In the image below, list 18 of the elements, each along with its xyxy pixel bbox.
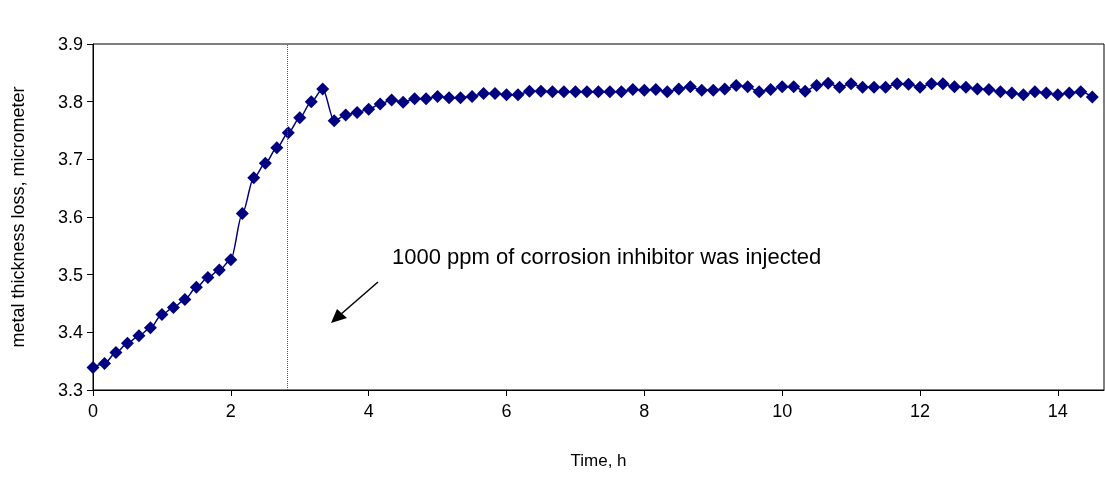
y-tick-label: 3.8 (57, 91, 83, 112)
annotation: 1000 ppm of corrosion inhibitor was injected (392, 244, 822, 270)
y-tick-label: 3.4 (57, 322, 83, 343)
x-tick-label: 14 (1047, 401, 1068, 421)
y-tick-label: 3.6 (57, 207, 83, 227)
y-tick-label: 3.5 (57, 264, 83, 285)
y-tick-label: 3.9 (57, 34, 83, 54)
x-axis-title: Time, h (570, 451, 627, 470)
x-tick-label: 2 (225, 401, 236, 421)
y-tick-label: 3.7 (57, 149, 83, 170)
x-tick-label: 4 (363, 401, 374, 421)
x-tick-label: 8 (639, 401, 650, 421)
x-tick-label: 10 (772, 401, 793, 421)
y-tick-label: 3.3 (57, 380, 83, 400)
x-tick-label: 6 (501, 401, 512, 421)
x-tick-label: 12 (909, 401, 931, 421)
y-axis-title: metal thickness loss, micrometer (8, 86, 28, 348)
x-tick-label: 0 (87, 401, 99, 421)
